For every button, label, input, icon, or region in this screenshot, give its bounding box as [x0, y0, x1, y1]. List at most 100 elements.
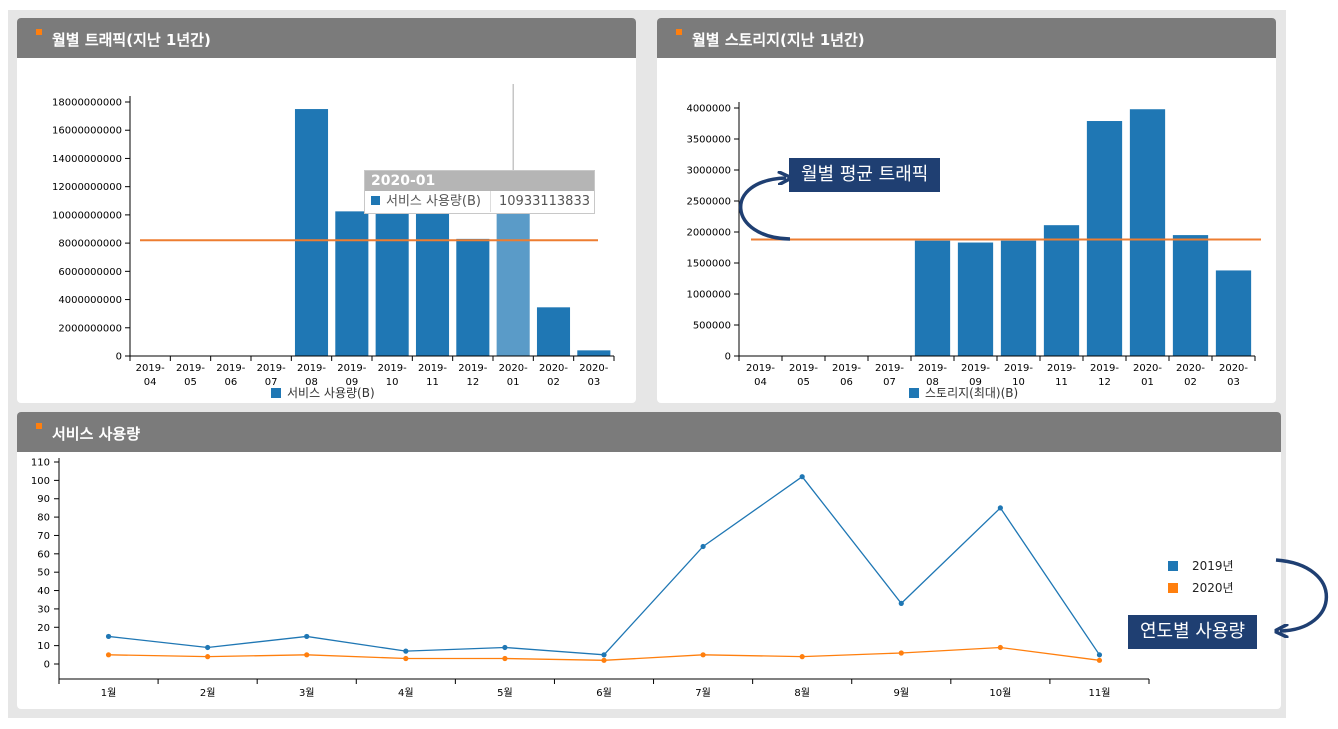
x-tick-label-month: 11 — [426, 377, 439, 388]
x-tick-label: 8월 — [794, 687, 810, 699]
tooltip-swatch — [371, 196, 380, 205]
x-tick-label-year: 2019- — [176, 363, 205, 374]
x-tick-label-year: 2020- — [499, 363, 528, 374]
bar-2020-01[interactable] — [496, 201, 530, 356]
bar-2019-08[interactable] — [914, 240, 951, 356]
x-tick-label-year: 2019- — [297, 363, 326, 374]
point-2020년-4월[interactable] — [403, 655, 409, 662]
x-tick-label-month: 08 — [305, 377, 318, 388]
bar-2019-11[interactable] — [1043, 225, 1080, 356]
x-tick-label-year: 2020- — [1219, 363, 1248, 374]
x-tick-label-year: 2019- — [746, 363, 775, 374]
orange-bullet-icon — [36, 423, 42, 429]
bar-2020-02[interactable] — [536, 307, 571, 356]
point-2020년-5월[interactable] — [502, 655, 508, 662]
point-2019년-1월[interactable] — [105, 633, 112, 640]
x-tick-label-month: 03 — [1227, 377, 1240, 388]
x-tick-label: 5월 — [497, 687, 513, 699]
y-tick-label: 4000000000 — [58, 295, 122, 306]
x-tick-label: 2월 — [200, 687, 216, 699]
y-tick-label: 500000 — [693, 321, 731, 332]
point-2019년-6월[interactable] — [601, 652, 607, 658]
y-tick-label: 14000000000 — [52, 154, 122, 165]
point-2020년-8월[interactable] — [799, 654, 805, 660]
bar-2019-12[interactable] — [456, 238, 490, 356]
bar-2020-03[interactable] — [1215, 270, 1252, 356]
x-tick-label-year: 2019- — [961, 363, 990, 374]
x-tick-label: 3월 — [299, 687, 315, 699]
y-tick-label: 4000000 — [686, 104, 731, 115]
traffic-legend-label: 서비스 사용량(B) — [287, 386, 375, 400]
avg-traffic-callout: 월별 평균 트래픽 — [789, 158, 941, 192]
point-2019년-10월[interactable] — [997, 505, 1003, 511]
usage-line-chart[interactable]: 0 10 20 30 40 50 60 70 80 90 100 110 1월 2월 3월 4월 5월 6월 7월 8… — [17, 412, 1281, 709]
y-tick-label: 0 — [116, 352, 122, 363]
usage-panel: 서비스 사용량 0 10 20 30 40 50 60 70 80 90 100 110 1월 2월 3월 4… — [17, 412, 1281, 709]
traffic-bar-chart[interactable]: 0 2000000000 4000000000 6000000000 800000000… — [17, 18, 636, 403]
y-tick-label: 10 — [37, 641, 50, 652]
y-tick-label: 100 — [31, 476, 50, 487]
point-2019년-3월[interactable] — [304, 633, 310, 640]
point-2020년-11월[interactable] — [1096, 657, 1103, 663]
bar-2020-02[interactable] — [1172, 235, 1209, 356]
x-tick-label-month: 04 — [144, 377, 157, 388]
bar-2019-10[interactable] — [375, 207, 409, 356]
y-tick-label: 20 — [37, 623, 50, 634]
bar-2019-10[interactable] — [1000, 240, 1037, 356]
bar-2019-09[interactable] — [335, 211, 369, 356]
x-tick-label-month: 05 — [797, 377, 810, 388]
legend-item-2019[interactable]: 2019년 — [1168, 555, 1234, 577]
storage-bar-chart[interactable]: 0 500000 1000000 1500000 2000000 2500000 30000… — [657, 18, 1276, 403]
point-2020년-1월[interactable] — [105, 652, 112, 658]
point-2020년-10월[interactable] — [997, 644, 1003, 651]
point-2019년-8월[interactable] — [799, 474, 805, 480]
legend-swatch — [271, 388, 281, 398]
bar-2019-08[interactable] — [294, 109, 329, 356]
traffic-tooltip: 2020-01 서비스 사용량(B) 10933113833 — [364, 170, 595, 214]
series-line-2019년 — [108, 475, 1100, 656]
x-tick-label-month: 12 — [1098, 377, 1111, 388]
bar-2020-01[interactable] — [1129, 109, 1166, 357]
y-tick-label: 2000000 — [686, 228, 731, 239]
storage-legend[interactable]: 스토리지(최대)(B) — [909, 384, 1018, 401]
x-tick-label-year: 2019- — [216, 363, 245, 374]
point-2019년-4월[interactable] — [403, 648, 409, 654]
point-2019년-11월[interactable] — [1096, 652, 1103, 658]
x-tick-label-month: 03 — [587, 377, 600, 388]
traffic-legend[interactable]: 서비스 사용량(B) — [271, 384, 375, 401]
x-tick-label-year: 2019- — [1090, 363, 1119, 374]
legend-item-2020[interactable]: 2020년 — [1168, 577, 1234, 599]
x-tick-label-month: 07 — [883, 377, 896, 388]
y-tick-label: 12000000000 — [52, 182, 122, 193]
legend-label-2019: 2019년 — [1192, 559, 1234, 573]
bar-2019-11[interactable] — [415, 207, 450, 356]
bar-2020-03[interactable] — [577, 350, 611, 356]
point-2020년-6월[interactable] — [601, 657, 607, 663]
y-tick-label: 2000000000 — [58, 323, 122, 334]
y-tick-label: 70 — [37, 531, 50, 542]
legend-swatch — [1168, 561, 1178, 571]
point-2019년-5월[interactable] — [502, 644, 508, 651]
x-tick-label: 7월 — [695, 687, 711, 699]
point-2020년-3월[interactable] — [304, 652, 310, 658]
storage-legend-label: 스토리지(최대)(B) — [925, 386, 1019, 400]
point-2019년-7월[interactable] — [700, 543, 706, 550]
y-tick-label: 50 — [37, 568, 50, 579]
point-2020년-9월[interactable] — [898, 650, 904, 656]
legend-swatch — [909, 388, 919, 398]
x-tick-label-year: 2019- — [418, 363, 447, 374]
traffic-panel-header: 월별 트래픽(지난 1년간) — [17, 18, 636, 58]
x-tick-label: 9월 — [893, 687, 909, 699]
x-tick-label-month: 02 — [547, 377, 560, 388]
y-tick-label: 18000000000 — [52, 98, 122, 109]
point-2020년-7월[interactable] — [700, 652, 706, 658]
point-2019년-9월[interactable] — [898, 600, 904, 606]
x-tick-label-month: 10 — [386, 377, 399, 388]
tooltip-value: 10933113833 — [490, 191, 590, 212]
point-2020년-2월[interactable] — [205, 654, 211, 660]
orange-bullet-icon — [36, 29, 42, 35]
bar-2019-09[interactable] — [957, 242, 994, 356]
storage-panel-header: 월별 스토리지(지난 1년간) — [657, 18, 1276, 58]
point-2019년-2월[interactable] — [205, 644, 211, 651]
x-tick-label-year: 2019- — [875, 363, 904, 374]
